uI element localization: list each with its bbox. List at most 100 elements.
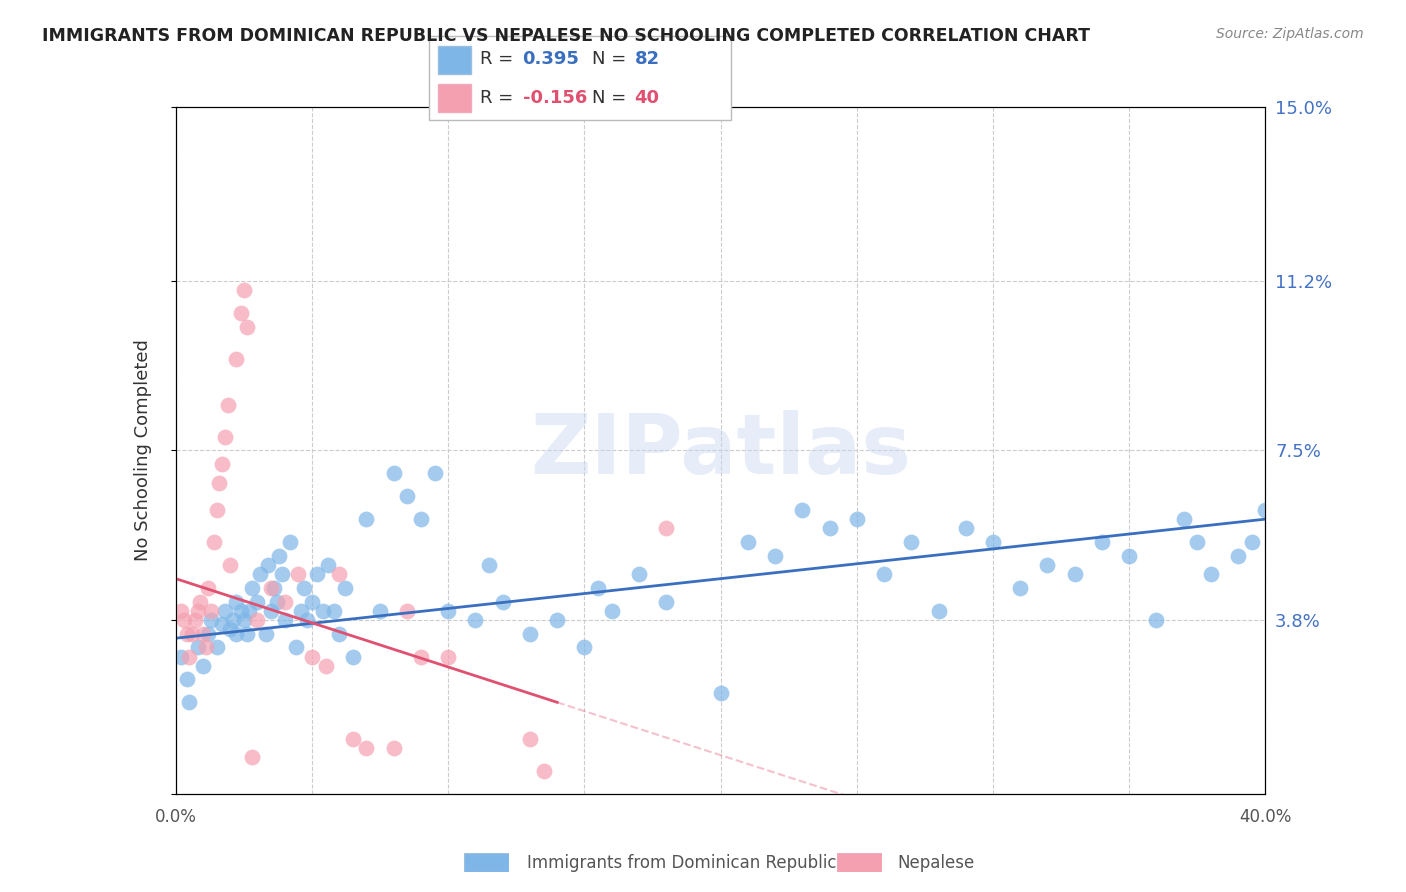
Point	[1227, 549, 1250, 563]
Point	[600, 604, 623, 618]
Text: IMMIGRANTS FROM DOMINICAN REPUBLIC VS NEPALESE NO SCHOOLING COMPLETED CORRELATIO: IMMIGRANTS FROM DOMINICAN REPUBLIC VS NE…	[42, 27, 1090, 45]
Point	[232, 613, 254, 627]
Point	[290, 604, 312, 618]
Point	[179, 649, 201, 664]
Point	[533, 764, 555, 778]
Point	[342, 649, 364, 664]
Text: ZIPatlas: ZIPatlas	[530, 410, 911, 491]
Point	[208, 475, 231, 490]
Point	[219, 622, 242, 636]
Point	[382, 741, 405, 756]
Text: Source: ZipAtlas.com: Source: ZipAtlas.com	[1216, 27, 1364, 41]
Point	[266, 594, 288, 608]
Point	[763, 549, 786, 563]
Text: Immigrants from Dominican Republic: Immigrants from Dominican Republic	[527, 854, 837, 871]
Text: N =: N =	[592, 51, 633, 69]
Point	[845, 512, 868, 526]
Point	[333, 581, 356, 595]
FancyBboxPatch shape	[437, 84, 471, 112]
Point	[197, 581, 219, 595]
Point	[219, 558, 242, 572]
Point	[274, 613, 297, 627]
Point	[328, 626, 350, 640]
Point	[492, 594, 515, 608]
Text: 40.0%: 40.0%	[1239, 807, 1292, 826]
Point	[260, 581, 283, 595]
Point	[287, 567, 309, 582]
Text: 0.395: 0.395	[523, 51, 579, 69]
Text: Nepalese: Nepalese	[897, 854, 974, 871]
Point	[382, 467, 405, 481]
Point	[240, 581, 263, 595]
Point	[710, 686, 733, 700]
Point	[263, 581, 285, 595]
Point	[249, 567, 271, 582]
Text: 0.0%: 0.0%	[155, 807, 197, 826]
Point	[586, 581, 609, 595]
Point	[409, 649, 432, 664]
Point	[322, 604, 344, 618]
Point	[437, 649, 460, 664]
Point	[205, 503, 228, 517]
Text: 40: 40	[634, 88, 659, 106]
Point	[197, 626, 219, 640]
Point	[315, 658, 337, 673]
Point	[873, 567, 896, 582]
Point	[274, 594, 297, 608]
Point	[574, 640, 596, 655]
Point	[231, 306, 253, 320]
Point	[269, 549, 291, 563]
Point	[1036, 558, 1059, 572]
Point	[231, 604, 253, 618]
Point	[202, 535, 225, 549]
Point	[240, 750, 263, 764]
Point	[478, 558, 501, 572]
FancyBboxPatch shape	[437, 45, 471, 74]
Point	[1240, 535, 1263, 549]
Point	[184, 613, 207, 627]
Point	[292, 581, 315, 595]
Y-axis label: No Schooling Completed: No Schooling Completed	[134, 340, 152, 561]
Point	[356, 741, 378, 756]
Point	[396, 604, 419, 618]
Point	[222, 613, 245, 627]
Text: -0.156: -0.156	[523, 88, 586, 106]
Point	[1199, 567, 1222, 582]
Point	[170, 649, 193, 664]
Text: 82: 82	[634, 51, 659, 69]
Point	[356, 512, 378, 526]
Point	[1010, 581, 1032, 595]
Point	[225, 351, 247, 366]
Point	[437, 604, 460, 618]
Point	[1187, 535, 1209, 549]
Point	[246, 594, 269, 608]
Point	[307, 567, 329, 582]
Point	[214, 430, 236, 444]
Point	[188, 594, 211, 608]
Point	[211, 617, 233, 632]
Point	[176, 626, 198, 640]
Point	[173, 613, 195, 627]
Point	[1173, 512, 1195, 526]
Point	[257, 558, 280, 572]
FancyBboxPatch shape	[464, 853, 509, 872]
Point	[235, 319, 257, 334]
Point	[200, 604, 222, 618]
Point	[278, 535, 301, 549]
Point	[1091, 535, 1114, 549]
Point	[205, 640, 228, 655]
Point	[181, 626, 204, 640]
Point	[900, 535, 922, 549]
Point	[792, 503, 814, 517]
Point	[519, 626, 541, 640]
Point	[194, 640, 217, 655]
Point	[225, 594, 247, 608]
Point	[928, 604, 950, 618]
Point	[546, 613, 568, 627]
FancyBboxPatch shape	[837, 853, 882, 872]
Point	[1118, 549, 1140, 563]
Point	[176, 673, 198, 687]
Point	[170, 604, 193, 618]
Point	[409, 512, 432, 526]
Point	[200, 613, 222, 627]
